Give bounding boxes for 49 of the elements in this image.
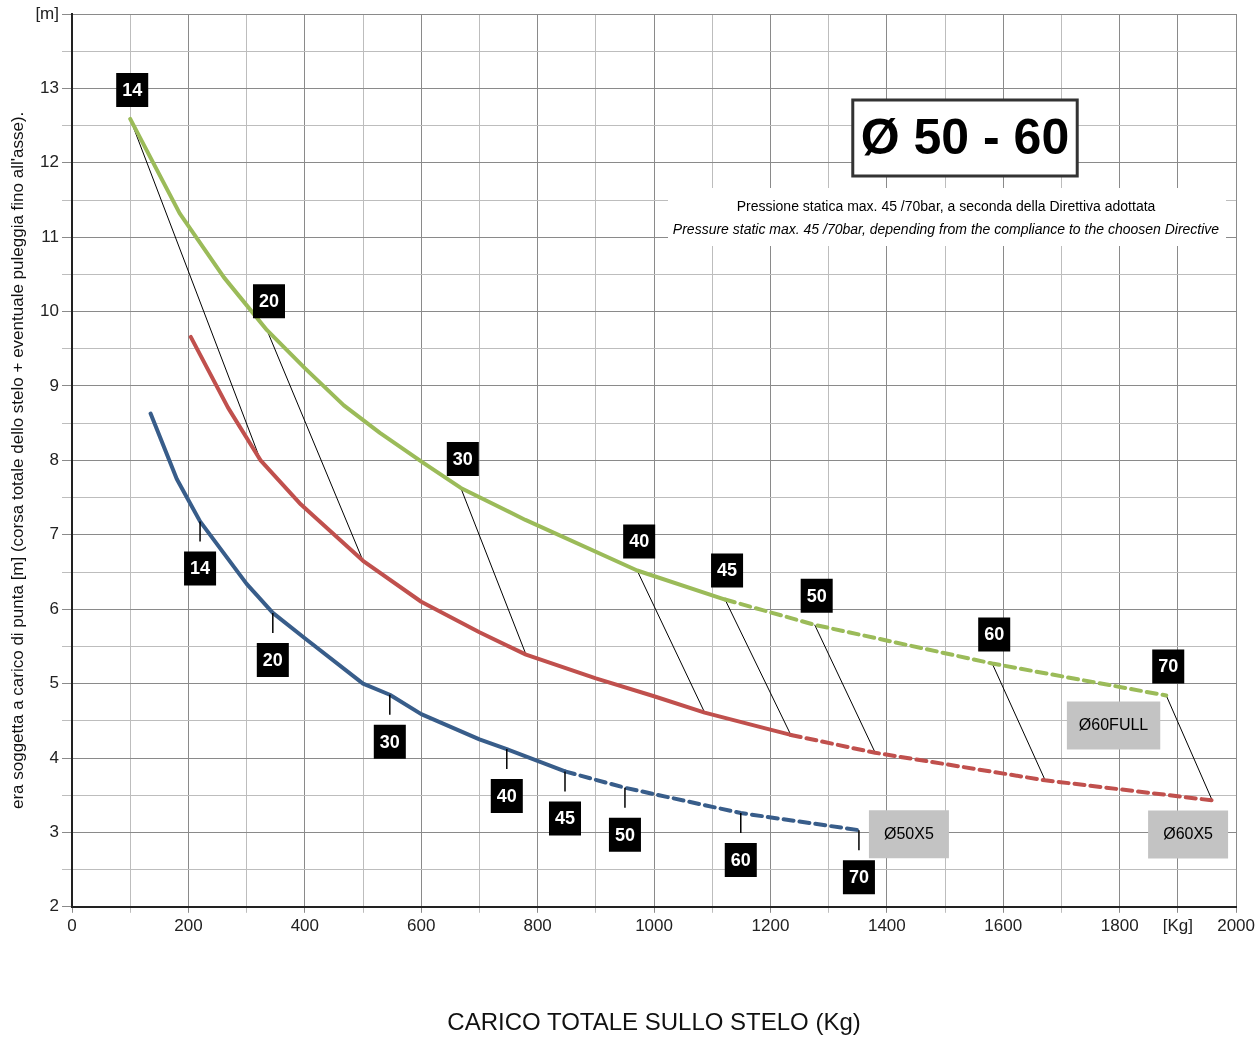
x-tick-label: 1400 [867, 915, 906, 935]
y-tick-label: 10 [40, 301, 60, 321]
series-label: Ø60FULL [1078, 715, 1149, 733]
y-tick-label: 8 [49, 450, 60, 470]
annotation: 60 [984, 624, 1005, 645]
y-tick-label: 13 [40, 78, 60, 98]
y-tick-label: 3 [49, 822, 60, 842]
annotation: 60 [730, 850, 751, 871]
x-axis-title: CARICO TOTALE SULLO STELO (Kg) [447, 1008, 861, 1036]
x-tick-label: 600 [407, 915, 436, 935]
y-tick-label: 11 [41, 226, 60, 246]
y-tick-label: [m] [35, 3, 60, 23]
annotation: 30 [452, 448, 473, 469]
annotation: 14 [122, 79, 143, 100]
y-tick-label: 4 [49, 747, 60, 767]
y-axis-title: era soggetta a carico di punta [m] (corsa totale dello stelo + eventuale puleggia fino all'asse). [7, 111, 27, 810]
annotation: 40 [629, 531, 650, 552]
y-tick-label: 5 [49, 673, 60, 693]
annotation: 70 [848, 867, 869, 888]
annotation: Pressure static max. 45 /70bar, depending from the compliance to the choosen Directive [672, 220, 1220, 237]
y-tick-label: 2 [49, 896, 60, 916]
annotation: 50 [614, 824, 635, 845]
annotation: 70 [1158, 656, 1179, 677]
annotation: 30 [379, 731, 400, 752]
x-tick-label: 0 [67, 915, 77, 935]
y-tick-label: 7 [49, 524, 60, 544]
series-label: Ø50X5 [884, 824, 934, 842]
y-tick-label: 6 [49, 598, 60, 618]
annotation: 45 [554, 808, 576, 829]
y-tick-label: 12 [40, 152, 60, 172]
x-tick-label: 1800 [1100, 915, 1139, 935]
x-tick-label: 200 [174, 915, 203, 935]
annotation: Pressione statica max. 45 /70bar, a seconda della Direttiva adottata [736, 197, 1156, 214]
x-tick-label: 800 [523, 915, 552, 935]
x-tick-label: 1200 [751, 915, 790, 935]
y-tick-label: 9 [49, 375, 60, 395]
annotation: 40 [496, 786, 517, 807]
series-label: Ø60X5 [1163, 824, 1214, 842]
x-tick-label: 400 [290, 915, 320, 935]
x-tick-label: 1000 [635, 915, 673, 935]
annotation: Ø 50 - 60 [860, 108, 1070, 165]
annotation: 14 [190, 558, 211, 579]
annotation: 20 [262, 649, 283, 670]
annotation: 20 [258, 291, 280, 312]
annotation: 50 [806, 585, 827, 606]
x-tick-label: [Kg] [1162, 915, 1194, 935]
annotation: 45 [717, 560, 738, 581]
x-tick-label: 1600 [984, 915, 1023, 935]
x-tick-label: 2000 [1217, 915, 1255, 935]
